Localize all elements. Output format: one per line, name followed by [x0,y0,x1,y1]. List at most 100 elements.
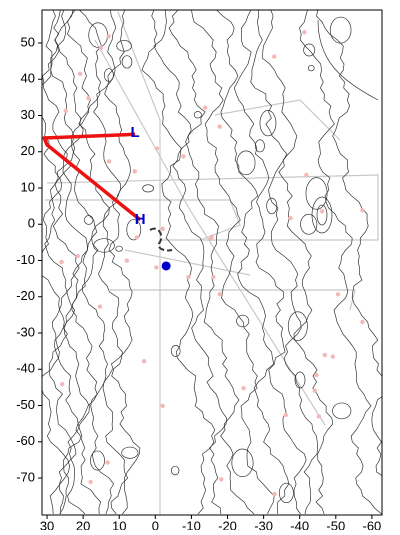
contour [236,150,256,176]
survey-point [60,381,65,387]
x-tick-label: 20 [76,518,90,530]
contour [66,10,101,515]
contour [126,219,142,241]
y-tick-label: -70 [16,469,35,484]
survey-point [304,172,309,178]
contour [216,10,290,515]
survey-point [319,209,325,214]
contour [233,10,307,515]
contour [121,446,139,459]
survey-point [312,388,317,393]
y-tick-label: -20 [16,288,35,303]
contour [42,10,70,515]
survey-point [181,154,186,159]
survey-point [272,54,277,59]
contour [300,213,318,235]
survey-point [88,479,93,485]
contour [168,10,255,515]
survey-point [208,236,214,242]
survey-point [322,352,328,358]
survey-point [360,208,365,213]
track-label: L [131,124,140,141]
marker [161,261,171,271]
y-tick-label: 30 [21,107,35,122]
contour [170,465,180,476]
y-tick-label: 50 [21,34,35,49]
survey-line [45,199,241,241]
contour [316,204,328,226]
survey-point [335,292,341,297]
contour [149,227,173,252]
contour [193,111,202,119]
y-tick-label: -50 [16,397,35,412]
contour [307,65,315,72]
contour [332,402,352,420]
survey-point [217,292,222,297]
survey-line [124,249,251,276]
contour [115,245,123,252]
contour [236,314,250,328]
contour [278,482,294,504]
survey-point [98,45,104,51]
survey-point [59,259,64,265]
contour [50,10,83,515]
y-tick-label: -60 [16,433,35,448]
contour [250,10,318,515]
contour [299,10,382,515]
y-tick-label: 0 [28,216,35,231]
survey-point [86,96,91,101]
y-tick-label: -10 [16,252,35,267]
survey-point [154,146,160,151]
contour [78,10,115,515]
survey-line [117,11,161,515]
y-tick-label: 10 [21,179,35,194]
x-tick-label: -40 [290,518,309,530]
survey-point [330,354,336,359]
contour [93,10,129,515]
contour [103,68,114,82]
x-tick-label: -50 [326,518,345,530]
survey-point [288,215,293,221]
contour [316,10,382,477]
contour [121,55,133,69]
survey-point [219,477,224,482]
y-tick-label: 20 [21,143,35,158]
contour [191,10,275,515]
contour [254,139,265,153]
survey-line [214,99,341,141]
contour [93,238,115,253]
survey-point [203,105,208,110]
contour [90,450,105,471]
survey-point [211,274,216,280]
survey-point [314,372,319,378]
survey-point [97,304,103,309]
contour [329,16,352,44]
y-tick-label: -30 [16,324,35,339]
survey-point [360,319,365,325]
contour [104,10,141,515]
x-tick-label: 10 [112,518,126,530]
contour [54,10,90,515]
survey-point [134,235,139,240]
contour [317,19,379,101]
contour [303,43,316,57]
contour [305,177,328,210]
survey-point [272,491,277,497]
frame [41,9,383,516]
survey-point [316,414,322,419]
contour [116,40,132,52]
survey-point [132,169,137,174]
survey-point [75,253,80,259]
track-label: H [135,211,146,228]
survey-point [160,226,165,232]
x-tick-label: -60 [362,518,381,530]
contour [170,344,181,357]
survey-point [154,265,159,270]
x-tick-label: -20 [218,518,237,530]
survey-point [160,403,165,408]
survey-line [94,39,326,426]
y-tick-label: -40 [16,361,35,376]
contour [259,110,277,137]
contour [266,197,278,215]
survey-point [302,30,307,35]
